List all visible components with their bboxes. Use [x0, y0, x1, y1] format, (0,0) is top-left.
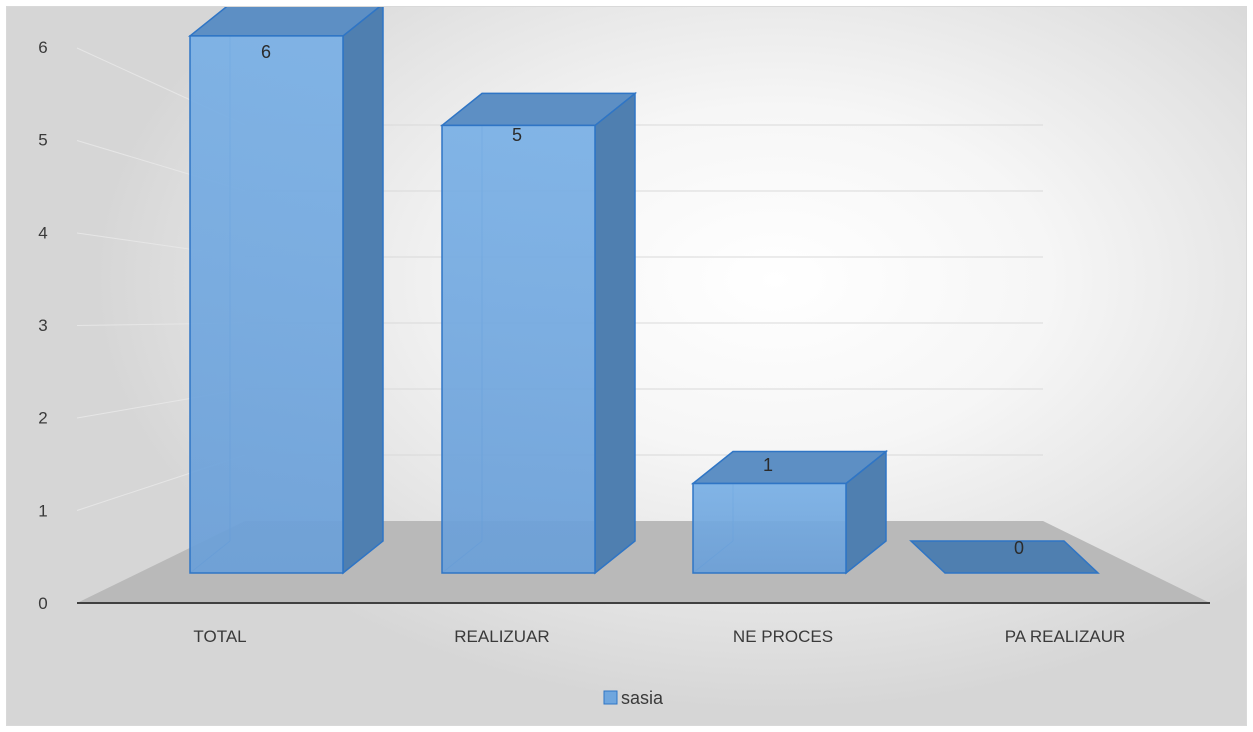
bar-total — [187, 7, 384, 575]
bar-side — [594, 91, 636, 575]
bar-flat — [909, 540, 1100, 574]
x-tick-label: PA REALIZAUR — [1005, 627, 1126, 646]
data-labels: 6 5 1 0 — [261, 42, 1024, 558]
chart-canvas: 0 1 2 3 4 5 6 TOTAL REALIZUAR NE PROCES PA REALIZ… — [38, 7, 1210, 708]
x-tick-label: NE PROCES — [733, 627, 833, 646]
y-tick-label: 4 — [38, 223, 47, 242]
bar-ne-proces — [690, 449, 889, 575]
data-label: 6 — [261, 42, 271, 62]
bar-pa-realizaur — [909, 540, 1100, 574]
bar-front — [692, 482, 847, 574]
data-label: 0 — [1014, 538, 1024, 558]
bar-side — [342, 7, 384, 575]
x-tick-label: TOTAL — [193, 627, 246, 646]
legend-swatch — [603, 690, 618, 705]
bar-front — [441, 124, 596, 574]
x-tick-label: REALIZUAR — [454, 627, 549, 646]
y-tick-label: 6 — [38, 38, 47, 57]
data-label: 1 — [763, 455, 773, 475]
x-axis-tick-labels: TOTAL REALIZUAR NE PROCES PA REALIZAUR — [193, 627, 1125, 646]
y-axis-tick-labels: 0 1 2 3 4 5 6 — [38, 38, 47, 613]
y-tick-label: 2 — [38, 409, 47, 428]
y-tick-label: 1 — [38, 501, 47, 520]
bar-realizuar — [439, 91, 638, 575]
legend-entry-label: sasia — [621, 688, 664, 708]
legend: sasia — [603, 688, 664, 708]
bars — [187, 7, 1100, 575]
y-tick-label: 3 — [38, 316, 47, 335]
y-tick-label: 0 — [38, 594, 47, 613]
y-tick-label: 5 — [38, 131, 47, 150]
data-label: 5 — [512, 125, 522, 145]
chart-area: 0 1 2 3 4 5 6 TOTAL REALIZUAR NE PROCES PA REALIZ… — [6, 6, 1247, 726]
bar-front — [189, 35, 344, 574]
